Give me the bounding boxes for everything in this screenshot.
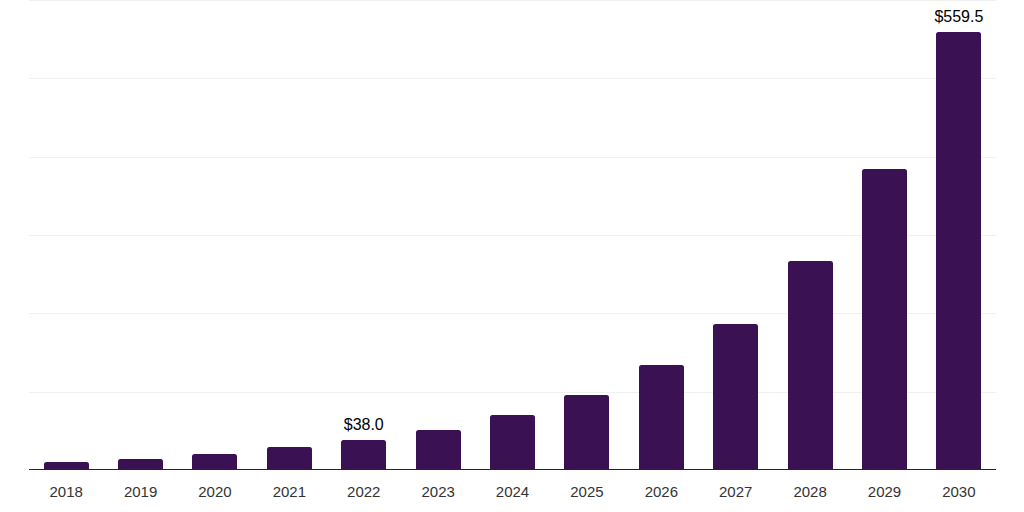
bar-2023 [416, 430, 461, 470]
x-tick-label-2028: 2028 [773, 483, 847, 501]
x-tick-label-2023: 2023 [401, 483, 475, 501]
bar-group-2027 [699, 0, 773, 470]
x-tick-label-2019: 2019 [103, 483, 177, 501]
bars-row: $38.0 $559.5 [29, 0, 996, 470]
bar-value-label-2030: $559.5 [934, 7, 983, 26]
x-axis-line [29, 469, 996, 471]
x-tick-label-2020: 2020 [178, 483, 252, 501]
x-tick-label-2021: 2021 [252, 483, 326, 501]
bar-group-2020 [178, 0, 252, 470]
bar-group-2022: $38.0 [327, 0, 401, 470]
bar-2026 [639, 365, 684, 470]
bar-2021 [267, 447, 312, 470]
x-tick-label-2030: 2030 [922, 483, 996, 501]
bar-group-2019 [103, 0, 177, 470]
bar-2030 [936, 32, 981, 470]
bar-value-label-2022: $38.0 [344, 415, 384, 434]
bar-group-2026 [624, 0, 698, 470]
bar-2022 [341, 440, 386, 470]
bar-2027 [713, 324, 758, 470]
bar-group-2023 [401, 0, 475, 470]
x-axis-tick-labels: 2018201920202021202220232024202520262027… [29, 483, 996, 501]
x-tick-label-2024: 2024 [475, 483, 549, 501]
bar-group-2030: $559.5 [922, 0, 996, 470]
x-tick-label-2018: 2018 [29, 483, 103, 501]
bar-group-2029 [847, 0, 921, 470]
x-tick-label-2026: 2026 [624, 483, 698, 501]
bar-2029 [862, 169, 907, 470]
x-tick-label-2022: 2022 [327, 483, 401, 501]
x-tick-label-2029: 2029 [847, 483, 921, 501]
bar-chart: $38.0 $559.5 2018201920202021202220232024… [0, 0, 1024, 512]
bar-group-2021 [252, 0, 326, 470]
bar-group-2024 [475, 0, 549, 470]
bar-2028 [788, 261, 833, 470]
bar-2025 [564, 395, 609, 470]
plot-area: $38.0 $559.5 [29, 0, 996, 470]
bar-group-2028 [773, 0, 847, 470]
x-tick-label-2025: 2025 [550, 483, 624, 501]
bar-group-2018 [29, 0, 103, 470]
bar-group-2025 [550, 0, 624, 470]
bar-2024 [490, 415, 535, 470]
x-tick-label-2027: 2027 [699, 483, 773, 501]
